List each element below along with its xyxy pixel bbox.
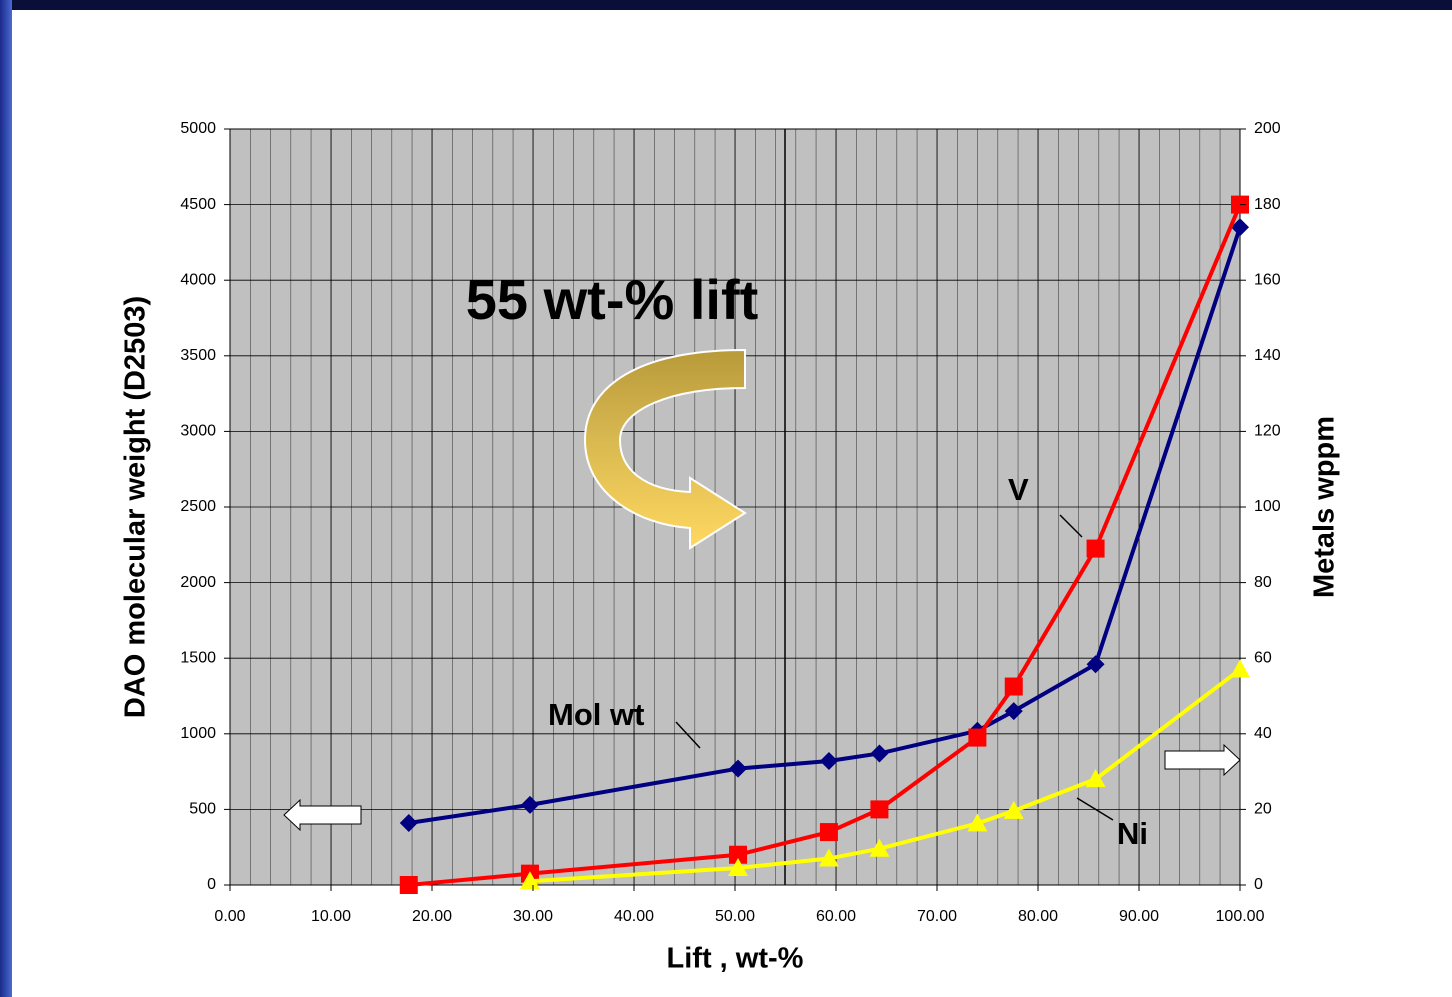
x-tick-label: 90.00 [1119,908,1159,925]
y2-tick-label: 120 [1254,423,1281,440]
curved-arrow [583,348,747,550]
y-tick-label: 4000 [180,271,216,288]
annotation: V [1008,472,1029,507]
data-point [819,823,838,842]
data-point [1085,769,1106,788]
y2-tick-label: 0 [1254,876,1263,893]
x-axis-title: Lift , wt-% [667,943,804,975]
data-point [870,744,889,763]
x-tick-label: 20.00 [412,908,452,925]
data-point [1230,659,1250,678]
y-tick-label: 1000 [180,725,216,742]
pointer [1076,797,1114,821]
y-tick-label: 1500 [180,649,216,666]
data-point [870,800,889,819]
data-point [1004,702,1023,721]
data-point [1004,677,1023,696]
y-axis-title: DAO molecular weight (D2503) [120,296,152,718]
pointer [1059,514,1083,538]
data-point [399,876,418,894]
data-point [728,857,749,876]
y-tick-label: 2500 [180,498,216,515]
data-point [1086,539,1105,558]
y-tick-label: 500 [189,801,216,818]
y2-tick-label: 180 [1254,196,1281,213]
data-point [520,795,539,814]
x-tick-label: 60.00 [816,908,856,925]
annotation: Ni [1117,816,1148,851]
y-tick-label: 3000 [180,423,216,440]
y2-tick-label: 160 [1254,271,1281,288]
data-point [818,848,839,867]
data-point [519,871,540,890]
series-line [529,667,1242,884]
y2-tick-label: 40 [1254,725,1272,742]
x-tick-label: 30.00 [513,908,553,925]
data-point [729,759,748,778]
y2-tick-label: 20 [1254,801,1272,818]
x-tick-label: 0.00 [214,908,245,925]
y-tick-label: 5000 [180,120,216,137]
frame-left [0,0,12,997]
y2-tick-label: 100 [1254,498,1281,515]
data-point [869,838,890,857]
data-point [819,752,838,771]
x-tick-label: 40.00 [614,908,654,925]
y2-tick-label: 60 [1254,649,1272,666]
annotation: Mol wt [548,697,644,732]
left-axis-arrow [283,798,362,832]
y2-tick-label: 80 [1254,574,1272,591]
annotation: 55 wt-% lift [466,268,758,331]
x-tick-label: 100.00 [1216,908,1265,925]
pointer [675,721,701,749]
x-tick-label: 50.00 [715,908,755,925]
right-axis-arrow [1164,743,1241,777]
y-tick-label: 4500 [180,196,216,213]
data-point [729,845,748,864]
y2-axis-title: Metals wppm [1309,416,1341,598]
x-tick-label: 10.00 [311,908,351,925]
data-point [967,813,988,832]
data-point [1231,218,1249,237]
x-tick-label: 80.00 [1018,908,1058,925]
data-point [968,728,987,747]
x-tick-label: 70.00 [917,908,957,925]
y-tick-label: 2000 [180,574,216,591]
y-tick-label: 0 [207,876,216,893]
data-point [1003,800,1024,819]
y-tick-label: 3500 [180,347,216,364]
y2-tick-label: 200 [1254,120,1281,137]
y2-tick-label: 140 [1254,347,1281,364]
data-point [1086,655,1105,674]
data-point [399,814,418,833]
